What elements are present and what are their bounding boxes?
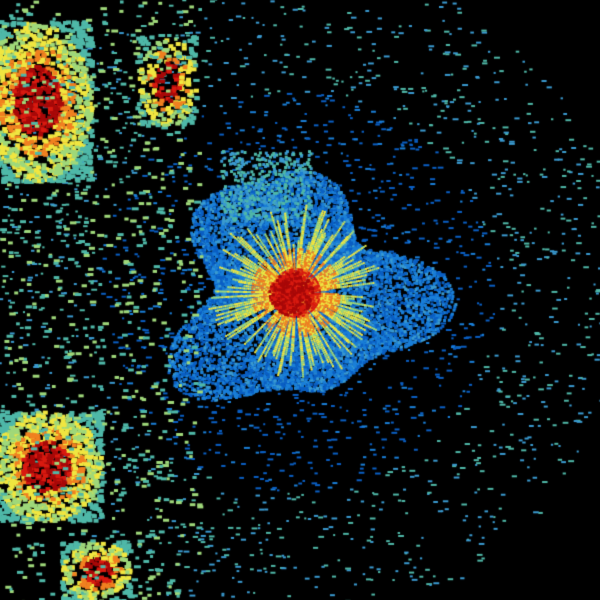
radar-image [0,0,600,600]
radar-canvas [0,0,600,600]
